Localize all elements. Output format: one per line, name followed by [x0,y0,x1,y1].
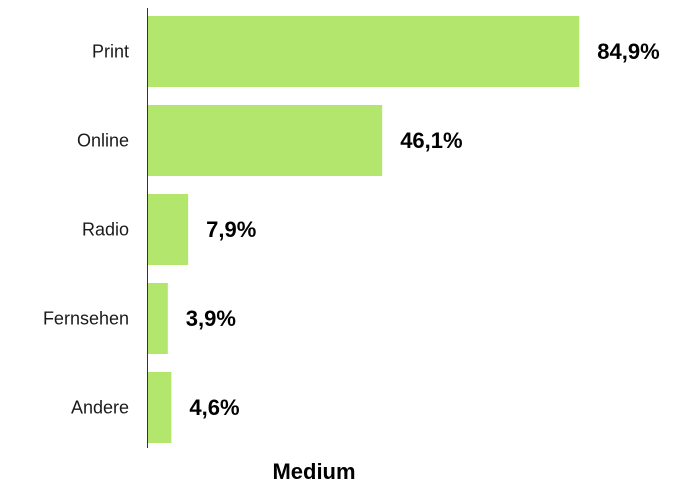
bar-print [148,16,580,87]
value-label-online: 46,1% [400,128,462,153]
bar-fernsehen [148,283,168,354]
value-label-fernsehen: 3,9% [186,306,236,331]
category-label-print: Print [92,42,129,62]
value-label-andere: 4,6% [189,395,239,420]
bar-online [148,105,383,176]
category-labels-group: Print Online Radio Fernsehen Andere [43,42,129,418]
category-label-fernsehen: Fernsehen [43,309,129,329]
value-label-print: 84,9% [597,39,659,64]
bar-radio [148,194,189,265]
category-label-radio: Radio [82,220,129,240]
bar-andere [148,372,172,443]
category-label-andere: Andere [71,398,129,418]
value-labels-group: 84,9% 46,1% 7,9% 3,9% 4,6% [186,39,660,420]
category-label-online: Online [77,131,129,151]
x-axis-title: Medium [272,459,355,484]
value-label-radio: 7,9% [206,217,256,242]
bars-group [148,16,580,443]
